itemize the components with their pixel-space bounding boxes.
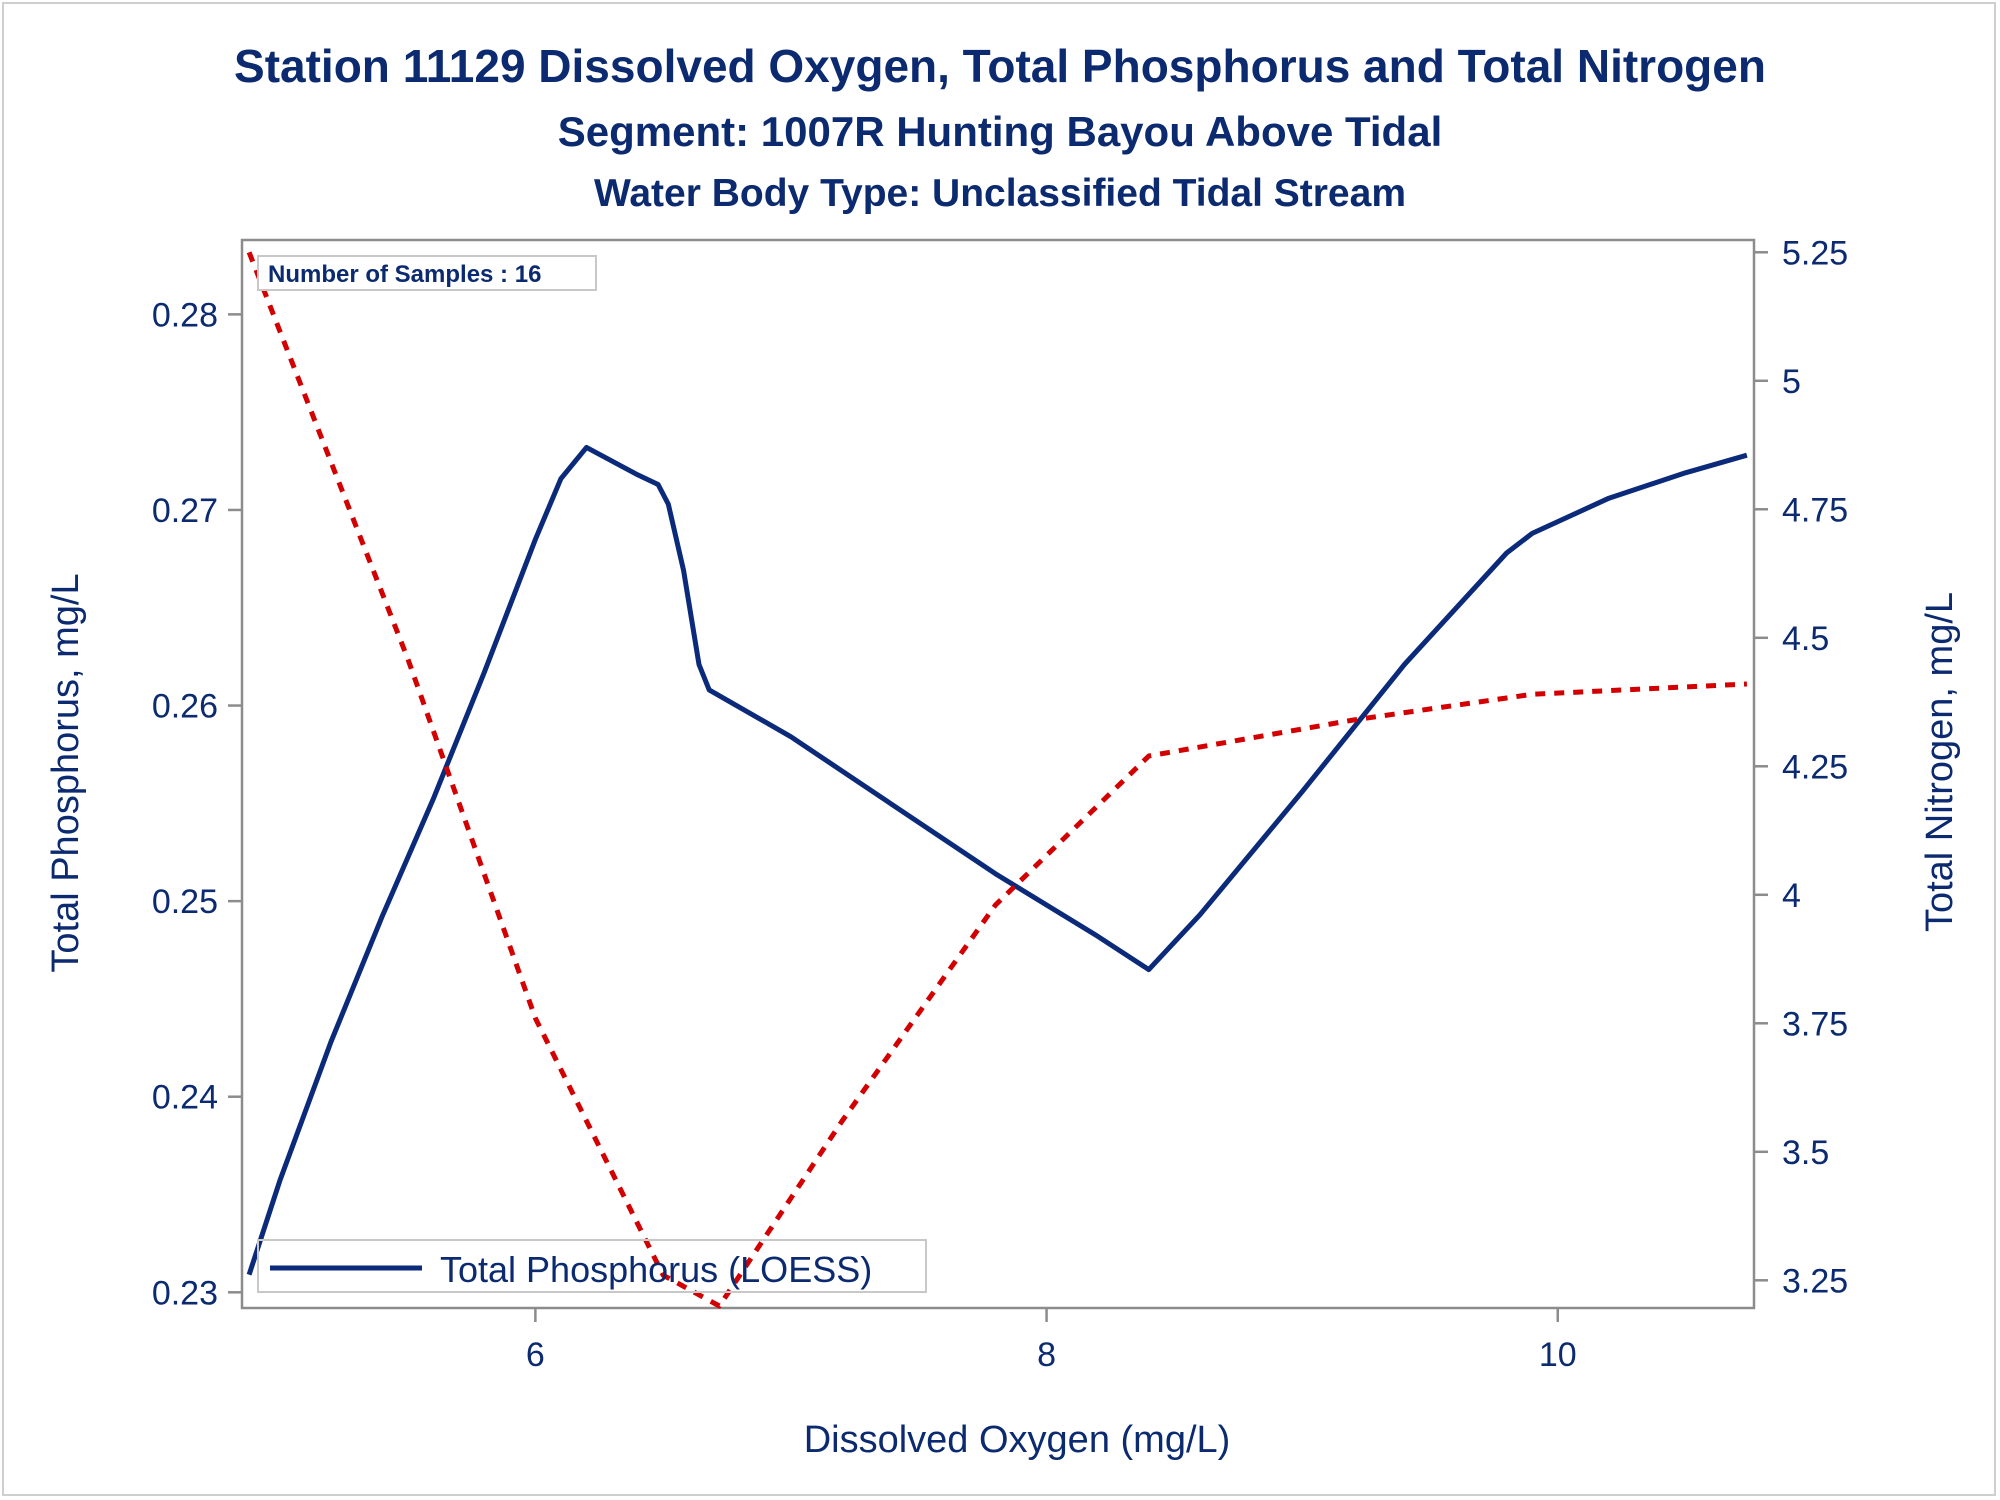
legend: Total Phosphorus (LOESS) bbox=[257, 1239, 927, 1293]
sample-count-text: Number of Samples : 16 bbox=[268, 261, 541, 288]
y-axis-right: 3.25 3.5 3.75 4 4.25 4.5 4.75 5 5.25 bbox=[1754, 234, 1848, 1300]
y2-tick-label: 5 bbox=[1782, 363, 1801, 401]
x-tick-label: 8 bbox=[1037, 1336, 1056, 1374]
chart-title: Station 11129 Dissolved Oxygen, Total Ph… bbox=[234, 40, 1766, 92]
y-axis-left-label: Total Phosphorus, mg/L bbox=[45, 573, 87, 972]
legend-label-phosphorus: Total Phosphorus (LOESS) bbox=[440, 1249, 872, 1290]
sample-count-annotation: Number of Samples : 16 bbox=[257, 255, 597, 291]
y-tick-label: 0.23 bbox=[152, 1274, 218, 1312]
y-tick-label: 0.27 bbox=[152, 492, 218, 530]
y2-tick-label: 4.75 bbox=[1782, 491, 1848, 529]
chart-subtitle-2: Water Body Type: Unclassified Tidal Stre… bbox=[594, 172, 1406, 215]
y-tick-label: 0.25 bbox=[152, 883, 218, 921]
y2-tick-label: 5.25 bbox=[1782, 234, 1848, 272]
y2-tick-label: 4.5 bbox=[1782, 620, 1829, 658]
y-tick-label: 0.24 bbox=[152, 1079, 218, 1117]
series-line-total-nitrogen bbox=[246, 251, 1748, 1309]
y-axis-right-label: Total Nitrogen, mg/L bbox=[1919, 592, 1961, 932]
x-tick-label: 10 bbox=[1539, 1336, 1577, 1374]
y2-tick-label: 4.25 bbox=[1782, 748, 1848, 786]
y-tick-label: 0.26 bbox=[152, 688, 218, 726]
x-tick-label: 6 bbox=[526, 1336, 545, 1374]
x-axis: 6 8 10 bbox=[526, 1308, 1577, 1374]
y-tick-label: 0.28 bbox=[152, 296, 218, 334]
y-axis-left: 0.23 0.24 0.25 0.26 0.27 0.28 bbox=[152, 296, 242, 1312]
y2-tick-label: 3.25 bbox=[1782, 1262, 1848, 1300]
series-line-total-phosphorus-loess bbox=[246, 444, 1748, 1276]
x-axis-label: Dissolved Oxygen (mg/L) bbox=[804, 1419, 1231, 1461]
chart-subtitle: Segment: 1007R Hunting Bayou Above Tidal bbox=[558, 108, 1442, 155]
series-layer bbox=[246, 251, 1748, 1309]
y2-tick-label: 3.75 bbox=[1782, 1005, 1848, 1043]
y2-tick-label: 4 bbox=[1782, 877, 1801, 915]
y2-tick-label: 3.5 bbox=[1782, 1134, 1829, 1172]
plot-area bbox=[240, 238, 1756, 1310]
